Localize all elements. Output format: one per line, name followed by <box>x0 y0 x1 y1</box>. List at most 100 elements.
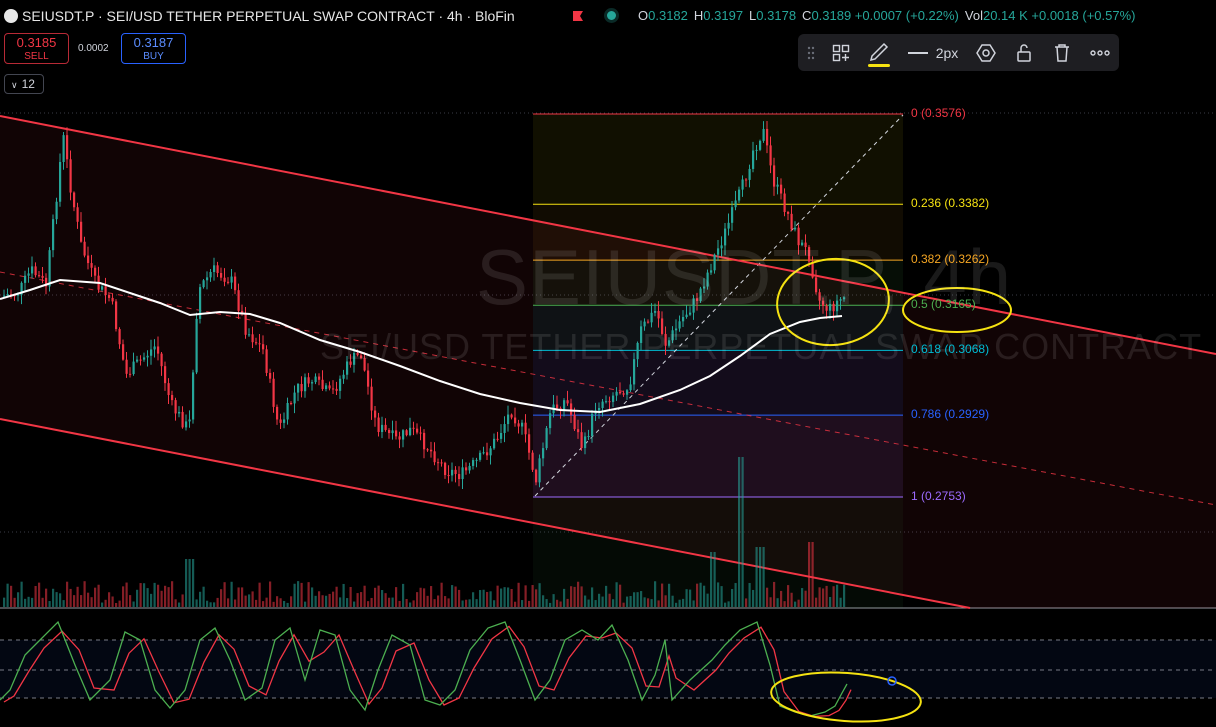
symbol-title[interactable]: SEIUSDT.P · SEI/USD TETHER PERPETUAL SWA… <box>22 8 515 24</box>
volume-bar <box>402 583 405 607</box>
fib-zone <box>533 305 903 351</box>
candle <box>153 346 156 350</box>
volume-bar <box>363 585 366 607</box>
ohlc-value: 0.3178 <box>756 8 797 23</box>
fib-label[interactable]: 0.236 (0.3382) <box>911 196 990 211</box>
volume-bar <box>458 589 461 607</box>
pencil-icon[interactable] <box>866 34 892 71</box>
volume-bar <box>136 589 139 607</box>
candle <box>430 449 433 452</box>
fib-label[interactable]: 0 (0.3576) <box>911 106 966 120</box>
volume-bar <box>654 581 657 607</box>
add-template-icon[interactable] <box>830 34 852 71</box>
volume-bar <box>643 597 646 607</box>
candle <box>633 359 636 385</box>
volume-bar <box>314 595 317 607</box>
volume-bar <box>587 599 590 607</box>
volume-bar <box>521 600 524 607</box>
line-width-label: 2px <box>935 44 959 61</box>
candle <box>276 406 279 420</box>
indicators-count: 12 <box>21 77 35 91</box>
candle <box>395 430 398 437</box>
candle <box>822 300 825 306</box>
candle <box>776 184 779 187</box>
volume-bar <box>475 599 478 607</box>
fib-label[interactable]: 0.5 (0.3165) <box>911 297 976 312</box>
candle <box>237 290 240 311</box>
volume-bar <box>755 547 758 607</box>
volume-bar <box>675 602 678 607</box>
volume-bar <box>279 598 282 607</box>
volume-bar <box>164 585 167 607</box>
candle <box>332 388 335 390</box>
fib-label[interactable]: 1 (0.2753) <box>911 489 966 503</box>
candle <box>608 401 611 403</box>
volume-bar <box>699 582 702 607</box>
volume-bar <box>829 597 832 607</box>
flag-icon[interactable] <box>572 10 584 22</box>
fib-label[interactable]: 0.382 (0.3262) <box>911 252 990 267</box>
drag-handle-icon[interactable] <box>804 34 818 71</box>
volume-bar <box>780 590 783 607</box>
trash-icon[interactable] <box>1050 34 1074 71</box>
ohlc-value: 0.3197 <box>703 8 744 23</box>
volume-bar <box>115 602 118 607</box>
volume-bar <box>493 600 496 607</box>
volume-bar <box>90 597 93 607</box>
candle <box>580 432 583 449</box>
volume-bar <box>97 584 100 607</box>
candle <box>538 458 541 483</box>
candle <box>738 189 741 201</box>
line-width-icon <box>907 51 928 54</box>
volume-bar <box>171 581 174 607</box>
candle <box>416 428 419 433</box>
volume-bar <box>122 586 125 607</box>
candle <box>409 427 412 436</box>
candle <box>461 467 464 480</box>
volume-bar <box>174 599 177 607</box>
volume-bar <box>549 602 552 607</box>
ohlc-value: 0.3182 <box>648 8 688 23</box>
volume-bar <box>720 586 723 607</box>
candle <box>353 352 356 365</box>
volume-bar <box>258 582 261 607</box>
fib-label[interactable]: 0.786 (0.2929) <box>911 407 990 422</box>
volume-bar <box>178 602 181 607</box>
volume-bar <box>650 599 653 607</box>
volume-bar <box>430 586 433 607</box>
volume-bar <box>104 599 107 607</box>
candle <box>3 295 6 297</box>
candle <box>174 400 177 414</box>
more-icon[interactable] <box>1088 34 1112 71</box>
candle <box>573 414 576 430</box>
indicators-toggle[interactable]: ∨ 12 <box>4 74 44 94</box>
channel-upper-line <box>0 115 1216 355</box>
volume-bar <box>647 598 650 607</box>
candle <box>731 207 734 223</box>
candle <box>717 248 720 255</box>
sell-button[interactable]: 0.3185 SELL <box>4 33 69 64</box>
candle <box>223 277 226 282</box>
ohlc-key: H <box>693 8 704 23</box>
candle <box>59 162 62 202</box>
volume-bar <box>342 583 345 607</box>
candle <box>27 273 30 276</box>
candle <box>122 344 125 360</box>
volume-bar <box>615 582 618 607</box>
buy-button[interactable]: 0.3187 BUY <box>121 33 186 64</box>
volume-bar <box>426 595 429 607</box>
volume-bar <box>13 597 16 607</box>
volume-bar <box>769 597 772 607</box>
volume-bar <box>423 588 426 607</box>
lock-icon[interactable] <box>1012 34 1036 71</box>
line-width-button[interactable]: 2px <box>904 34 962 71</box>
volume-bar <box>717 582 720 607</box>
settings-icon[interactable] <box>974 34 998 71</box>
volume-bar <box>230 581 233 607</box>
volume-bar <box>76 586 79 607</box>
candle <box>185 421 188 428</box>
fib-label[interactable]: 0.618 (0.3068) <box>911 342 990 357</box>
volume-bar <box>577 581 580 607</box>
